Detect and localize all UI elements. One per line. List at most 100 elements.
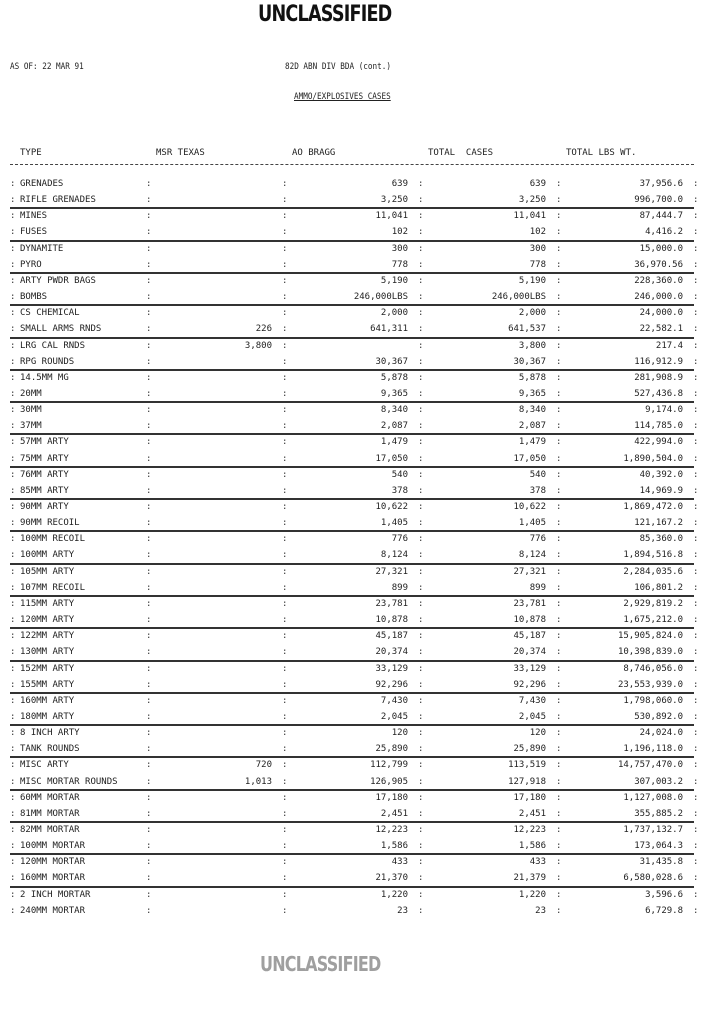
column-separator: : <box>10 760 16 771</box>
column-separator: : <box>282 873 288 884</box>
column-separator: : <box>556 453 562 464</box>
cell-ao-bragg: 1,586 <box>380 841 408 852</box>
column-separator: : <box>556 598 562 609</box>
cell-type: 76MM ARTY <box>20 469 69 480</box>
column-separator: : <box>693 792 699 803</box>
cell-msr-texas <box>150 580 272 596</box>
column-separator: : <box>282 179 288 189</box>
column-separator: : <box>10 695 16 706</box>
column-separator: : <box>282 227 288 238</box>
cell-total-cases: 120 <box>529 728 546 739</box>
table-row: ::::::160MM MORTAR 21,370 21,379 6,580,028.… <box>10 870 698 886</box>
column-separator: : <box>10 711 16 722</box>
column-separator: : <box>693 663 699 674</box>
table-header: TYPE MSR TEXAS AO BRAGG TOTAL CASES TOTA… <box>10 145 694 161</box>
column-separator: : <box>418 566 424 577</box>
column-separator: : <box>693 340 699 351</box>
cell-total-cases: 2,045 <box>518 711 546 722</box>
cell-total-cases: 433 <box>529 857 546 868</box>
column-separator: : <box>556 356 562 367</box>
group-divider <box>10 207 694 210</box>
column-separator: : <box>282 825 288 835</box>
column-separator: : <box>282 502 288 512</box>
column-separator: : <box>556 679 562 690</box>
cell-msr-texas: 720 <box>255 760 272 771</box>
cell-msr-texas <box>150 547 272 563</box>
cell-total-cases: 1,479 <box>518 437 546 448</box>
column-separator: : <box>10 808 16 819</box>
column-separator: : <box>146 615 152 626</box>
column-separator: : <box>10 905 16 916</box>
cell-total-cases: 2,000 <box>518 308 546 319</box>
cell-total-lbs: 114,785.0 <box>634 421 683 432</box>
cell-total-cases: 7,430 <box>518 695 546 706</box>
column-separator: : <box>10 631 16 642</box>
column-separator: : <box>282 372 288 383</box>
cell-msr-texas <box>150 386 272 402</box>
cell-total-cases: 776 <box>529 534 546 545</box>
cell-total-cases: 1,586 <box>518 841 546 852</box>
column-separator: : <box>556 388 562 399</box>
table-row: :::::: BOMBS 246,000LBS 246,000LBS 246,000.0 <box>10 289 698 305</box>
cell-ao-bragg: 10,878 <box>375 615 408 626</box>
cell-total-cases: 21,379 <box>513 873 546 884</box>
cell-ao-bragg: 5,878 <box>380 372 408 383</box>
column-separator: : <box>146 566 152 577</box>
column-separator: : <box>146 905 152 916</box>
column-separator: : <box>146 647 152 658</box>
table-row: :::::: LRG CAL RNDS 3,800 3,800 217.4 <box>10 338 698 354</box>
column-separator: : <box>146 453 152 464</box>
column-separator: : <box>146 275 152 286</box>
column-separator: : <box>282 518 288 529</box>
cell-type: 57MM ARTY <box>20 437 69 448</box>
column-separator: : <box>10 550 16 561</box>
column-separator: : <box>146 711 152 722</box>
cell-msr-texas <box>150 806 272 822</box>
cell-msr-texas <box>150 596 272 612</box>
cell-ao-bragg <box>286 338 408 354</box>
cell-msr-texas <box>150 531 272 547</box>
document-title: 82D ABN DIV BDA (cont.) <box>285 62 391 72</box>
column-separator: : <box>282 243 288 254</box>
cell-msr-texas <box>150 273 272 289</box>
column-separator: : <box>282 663 288 674</box>
cell-msr-texas <box>150 451 272 467</box>
cell-total-cases: 30,367 <box>513 356 546 367</box>
cell-total-lbs: 36,970.56 <box>634 259 683 270</box>
column-separator: : <box>146 873 152 884</box>
column-separator: : <box>418 324 424 335</box>
column-separator: : <box>146 744 152 755</box>
cell-type: 152MM ARTY <box>20 663 75 674</box>
column-separator: : <box>693 211 699 222</box>
cell-type: 8 INCH ARTY <box>20 728 80 739</box>
column-separator: : <box>10 324 16 335</box>
column-separator: : <box>282 760 288 771</box>
column-separator: : <box>693 566 699 577</box>
cell-type: 100MM RECOIL <box>20 534 86 545</box>
cell-total-cases: 33,129 <box>513 663 546 674</box>
cell-ao-bragg: 21,370 <box>375 873 408 884</box>
cell-ao-bragg: 92,296 <box>375 679 408 690</box>
column-separator: : <box>146 243 152 254</box>
column-separator: : <box>556 582 562 593</box>
column-separator: : <box>693 776 699 787</box>
cell-type: 75MM ARTY <box>20 453 69 464</box>
table-row: ::::::82MM MORTAR 12,223 12,223 1,737,132.7 <box>10 822 698 838</box>
group-divider <box>10 498 694 500</box>
column-separator: : <box>693 873 699 884</box>
table-row: ::::::100MM ARTY 8,124 8,124 1,894,516.8 <box>10 547 698 563</box>
table-row: ::::::240MM MORTAR 23 23 6,729.8 <box>10 903 698 919</box>
cell-type: 120MM ARTY <box>20 615 75 626</box>
column-separator: : <box>418 195 424 206</box>
cell-total-cases: 12,223 <box>513 825 546 835</box>
column-separator: : <box>556 776 562 787</box>
column-separator: : <box>146 889 152 900</box>
column-separator: : <box>10 857 16 868</box>
column-separator: : <box>556 292 562 303</box>
column-separator: : <box>10 388 16 399</box>
cell-total-cases: 639 <box>529 179 546 189</box>
cell-total-lbs: 2,284,035.6 <box>623 566 683 577</box>
cell-total-cases: 10,878 <box>513 615 546 626</box>
column-separator: : <box>10 502 16 512</box>
column-separator: : <box>282 631 288 642</box>
